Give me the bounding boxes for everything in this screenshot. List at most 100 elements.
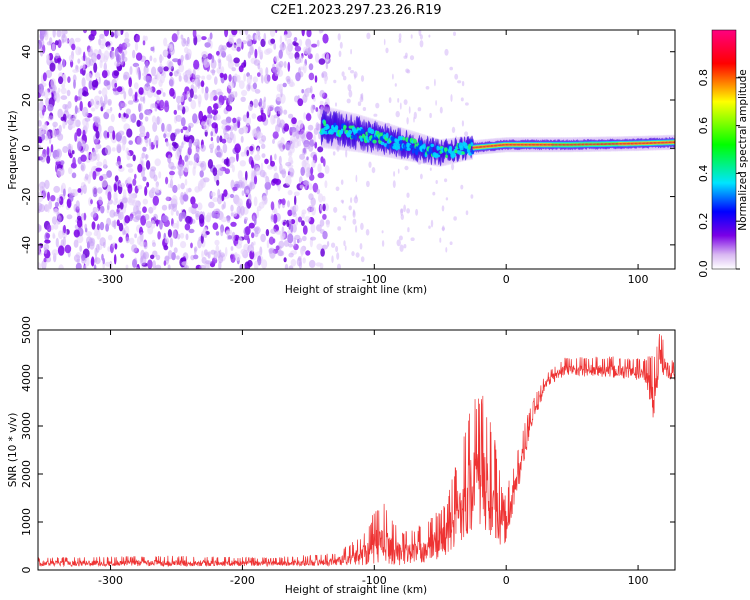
spectral-blob [56,149,61,157]
spectral-blob [394,83,397,87]
spectral-blob [405,137,409,143]
snr-x-label: Height of straight line (km) [285,584,427,596]
spectral-blob [321,244,328,250]
spectral-blob [176,255,180,260]
spectral-blob [100,205,105,214]
spectral-blob [250,159,255,169]
spectral-blob [193,160,197,170]
spectral-blob [168,203,175,210]
x-tick-label: 0 [503,273,510,286]
spectral-blob [193,246,198,252]
spectral-blob [186,68,193,78]
spectral-blob [201,250,204,259]
spectral-blob [226,157,229,166]
spectral-blob [192,113,198,124]
spectral-blob [198,214,205,224]
spectral-blob [180,128,184,134]
spectral-blob [44,239,51,244]
snr-frame [37,329,676,571]
spectral-blob [270,201,275,211]
spectral-blob [163,37,168,47]
spectral-blob [253,98,259,108]
spectral-blob [397,98,400,103]
spectral-blob [127,184,133,194]
spectral-blob [278,155,282,165]
spectral-blob [465,102,469,106]
spectral-blob [158,79,163,87]
spectral-blob [357,130,362,136]
spectral-blob [385,122,391,127]
spectral-blob [461,81,465,87]
spectral-blob [265,229,270,237]
spectral-blob [75,119,81,128]
spectral-blob [354,133,357,140]
spectral-blob [92,149,97,157]
spectral-blob [294,204,299,212]
spectral-blob [79,68,84,75]
spectral-blob [134,42,139,51]
spectral-blob [353,196,359,204]
spectral-blob [331,255,334,263]
spectral-blob [116,30,122,37]
spectral-blob [101,37,107,47]
spectral-blob [304,48,311,55]
spectral-blob [164,102,170,113]
spectral-blob [325,52,330,62]
spectral-blob [212,222,219,230]
spectral-blob [178,104,184,111]
spectral-blob [295,129,300,140]
spectral-blob [350,135,354,139]
spectral-blob [261,143,266,149]
spectral-blob [231,67,236,72]
spectral-blob [103,30,109,37]
spectral-blob [318,30,322,34]
spectral-blob [322,33,329,44]
spectral-blob [266,105,270,116]
spectral-blob [251,128,257,137]
spectral-blob [98,38,102,46]
spectral-blob [150,103,153,110]
spectral-blob [253,241,256,246]
spectral-blob [317,172,325,179]
spectral-blob [278,49,283,59]
spectral-blob [238,65,244,73]
spectral-blob [231,30,238,36]
spectral-blob [158,55,164,62]
spectral-blob [255,251,262,258]
spectral-blob [126,163,133,168]
spectral-blob [125,236,130,244]
spectral-blob [168,61,174,70]
spectral-blob [120,253,125,259]
spectral-blob [113,254,117,265]
spectral-blob [51,93,54,100]
spectral-blob [406,208,410,214]
spectral-blob [137,236,141,245]
spectral-blob [145,67,150,73]
spectral-blob [79,100,83,112]
spectral-blob [53,185,61,193]
spectral-blob [164,236,169,244]
spectral-blob [264,181,272,190]
spectral-blob [193,94,198,100]
spectral-blob [293,138,300,149]
spectral-blob [229,131,234,141]
spectral-blob [106,202,110,210]
spectral-blob [167,154,172,164]
spectral-blob [122,141,126,151]
spectral-blob [153,213,158,221]
spectral-blob [106,131,110,139]
spectral-blob [470,194,474,199]
spectral-blob [405,68,410,73]
spectral-blob [182,126,188,131]
spectral-blob [152,195,159,206]
spectral-blob [75,262,82,269]
spectral-blob [227,94,234,105]
spectral-blob [56,57,62,63]
spectral-blob [265,176,270,184]
colorbar-tick-label: 0.6 [697,117,710,135]
spectral-blob [304,216,311,223]
spectral-blob [145,131,150,139]
spectral-blob [38,243,41,252]
spectral-blob [72,74,77,82]
spectral-blob [270,114,275,125]
